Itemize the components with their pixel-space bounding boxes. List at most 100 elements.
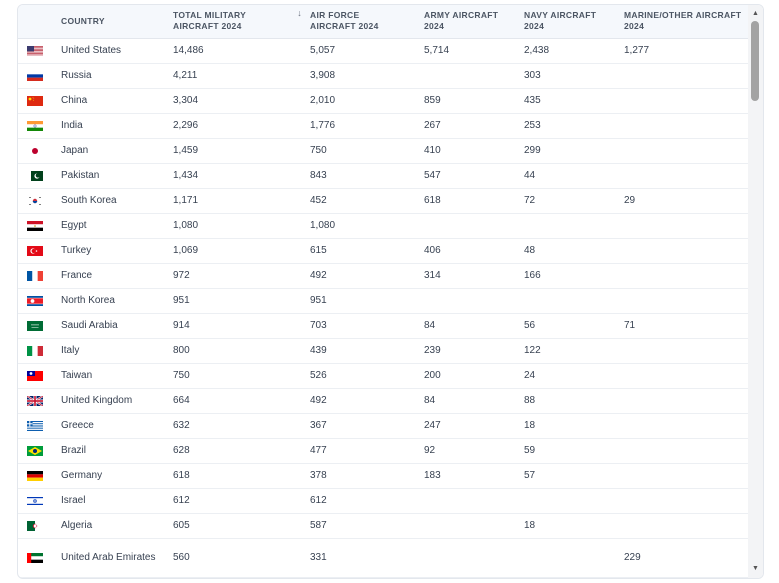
flag-cell xyxy=(18,363,61,389)
cell-country: Algeria xyxy=(61,513,173,539)
cell-navy: 299 xyxy=(524,138,624,164)
data-table-frame: COUNTRY TOTAL MILITARY AIRCRAFT 2024 ↓ A… xyxy=(17,4,764,579)
cell-army: 618 xyxy=(424,188,524,214)
cell-country: North Korea xyxy=(61,288,173,314)
header-army[interactable]: ARMY AIRCRAFT 2024 xyxy=(424,5,524,39)
jp-flag-icon xyxy=(27,145,43,156)
cell-country: France xyxy=(61,263,173,289)
cell-total: 628 xyxy=(173,438,310,464)
header-air-force[interactable]: AIR FORCE AIRCRAFT 2024 xyxy=(310,5,424,39)
table-row[interactable]: Taiwan 750 526 200 24 xyxy=(18,363,748,389)
table-row[interactable]: Germany 618 378 183 57 xyxy=(18,463,748,489)
cell-country: Turkey xyxy=(61,238,173,264)
cell-air: 331 xyxy=(310,538,424,578)
cell-country: Pakistan xyxy=(61,163,173,189)
table-row[interactable]: United Arab Emirates 560 331 229 xyxy=(18,538,748,578)
table-row[interactable]: United States 14,486 5,057 5,714 2,438 1,277 xyxy=(18,38,748,64)
flag-cell xyxy=(18,538,61,578)
header-marine[interactable]: MARINE/OTHER AIRCRAFT 2024 xyxy=(624,5,748,39)
il-flag-icon xyxy=(27,495,43,506)
cell-marine xyxy=(624,413,748,439)
cell-navy xyxy=(524,488,624,514)
cell-navy: 18 xyxy=(524,513,624,539)
table-scroll-area[interactable]: COUNTRY TOTAL MILITARY AIRCRAFT 2024 ↓ A… xyxy=(18,5,748,578)
kp-flag-icon xyxy=(27,295,43,306)
header-flag xyxy=(18,5,61,39)
table-row[interactable]: Egypt 1,080 1,080 xyxy=(18,213,748,239)
header-country[interactable]: COUNTRY xyxy=(61,5,173,39)
cell-total: 1,080 xyxy=(173,213,310,239)
cell-country: Brazil xyxy=(61,438,173,464)
cell-navy: 48 xyxy=(524,238,624,264)
vertical-scrollbar[interactable]: ▲ ▼ xyxy=(748,5,763,578)
flag-cell xyxy=(18,313,61,339)
cell-army: 410 xyxy=(424,138,524,164)
flag-cell xyxy=(18,338,61,364)
cell-navy: 24 xyxy=(524,363,624,389)
cell-marine xyxy=(624,513,748,539)
cell-marine xyxy=(624,338,748,364)
cell-total: 914 xyxy=(173,313,310,339)
de-flag-icon xyxy=(27,470,43,481)
cell-marine: 1,277 xyxy=(624,38,748,64)
cell-navy: 122 xyxy=(524,338,624,364)
ru-flag-icon xyxy=(27,70,43,81)
it-flag-icon xyxy=(27,345,43,356)
table-row[interactable]: Japan 1,459 750 410 299 xyxy=(18,138,748,164)
cell-marine xyxy=(624,263,748,289)
header-total[interactable]: TOTAL MILITARY AIRCRAFT 2024 ↓ xyxy=(173,5,310,39)
cell-army: 406 xyxy=(424,238,524,264)
flag-cell xyxy=(18,88,61,114)
cell-air: 452 xyxy=(310,188,424,214)
cell-total: 14,486 xyxy=(173,38,310,64)
cell-total: 750 xyxy=(173,363,310,389)
cell-total: 632 xyxy=(173,413,310,439)
cell-marine xyxy=(624,388,748,414)
flag-cell xyxy=(18,163,61,189)
table-row[interactable]: China 3,304 2,010 859 435 xyxy=(18,88,748,114)
table-row[interactable]: Israel 612 612 xyxy=(18,488,748,514)
flag-cell xyxy=(18,138,61,164)
cell-navy: 253 xyxy=(524,113,624,139)
table-row[interactable]: Italy 800 439 239 122 xyxy=(18,338,748,364)
cell-air: 951 xyxy=(310,288,424,314)
table-row[interactable]: Greece 632 367 247 18 xyxy=(18,413,748,439)
scroll-down-arrow[interactable]: ▼ xyxy=(752,565,759,572)
flag-cell xyxy=(18,513,61,539)
table-row[interactable]: Algeria 605 587 18 xyxy=(18,513,748,539)
sort-desc-icon[interactable]: ↓ xyxy=(297,8,302,19)
cell-marine: 229 xyxy=(624,538,748,578)
cell-country: Italy xyxy=(61,338,173,364)
scroll-up-arrow[interactable]: ▲ xyxy=(752,10,759,17)
table-row[interactable]: Turkey 1,069 615 406 48 xyxy=(18,238,748,264)
scrollbar-thumb[interactable] xyxy=(751,21,759,101)
table-row[interactable]: Pakistan 1,434 843 547 44 xyxy=(18,163,748,189)
flag-cell xyxy=(18,188,61,214)
table-row[interactable]: South Korea 1,171 452 618 72 29 xyxy=(18,188,748,214)
cell-air: 378 xyxy=(310,463,424,489)
ae-flag-icon xyxy=(27,552,43,563)
cell-total: 951 xyxy=(173,288,310,314)
cell-navy: 435 xyxy=(524,88,624,114)
cell-army: 314 xyxy=(424,263,524,289)
cell-marine: 29 xyxy=(624,188,748,214)
table-row[interactable]: Russia 4,211 3,908 303 xyxy=(18,63,748,89)
header-navy[interactable]: NAVY AIRCRAFT 2024 xyxy=(524,5,624,39)
table-row[interactable]: Saudi Arabia 914 703 84 56 71 xyxy=(18,313,748,339)
table-row[interactable]: North Korea 951 951 xyxy=(18,288,748,314)
cell-marine xyxy=(624,113,748,139)
table-row[interactable]: United Kingdom 664 492 84 88 xyxy=(18,388,748,414)
cell-country: United Arab Emirates xyxy=(61,538,173,578)
cn-flag-icon xyxy=(27,95,43,106)
table-row[interactable]: France 972 492 314 166 xyxy=(18,263,748,289)
table-row[interactable]: India 2,296 1,776 267 253 xyxy=(18,113,748,139)
table-row[interactable]: Brazil 628 477 92 59 xyxy=(18,438,748,464)
cell-army xyxy=(424,538,524,578)
cell-country: Japan xyxy=(61,138,173,164)
cell-army xyxy=(424,63,524,89)
gr-flag-icon xyxy=(27,420,43,431)
eg-flag-icon xyxy=(27,220,43,231)
cell-total: 1,069 xyxy=(173,238,310,264)
cell-air: 526 xyxy=(310,363,424,389)
cell-navy: 166 xyxy=(524,263,624,289)
